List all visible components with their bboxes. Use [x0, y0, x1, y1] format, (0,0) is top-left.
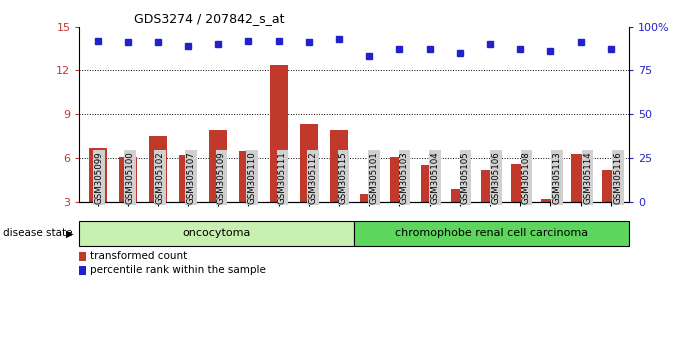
Text: chromophobe renal cell carcinoma: chromophobe renal cell carcinoma: [395, 228, 588, 238]
Bar: [269, 64, 287, 246]
Text: GSM305116: GSM305116: [614, 151, 623, 204]
Bar: [300, 124, 318, 246]
Bar: [149, 136, 167, 246]
Bar: [541, 199, 560, 246]
Text: GSM305112: GSM305112: [308, 151, 317, 204]
Text: GSM305103: GSM305103: [400, 151, 409, 204]
Bar: [119, 156, 137, 246]
Text: GSM305108: GSM305108: [522, 151, 531, 204]
Bar: [209, 130, 227, 246]
Bar: [79, 221, 354, 246]
Text: transformed count: transformed count: [91, 251, 188, 261]
Text: GDS3274 / 207842_s_at: GDS3274 / 207842_s_at: [134, 12, 285, 25]
Text: GSM305099: GSM305099: [95, 151, 104, 204]
Bar: [511, 164, 529, 246]
Bar: [360, 194, 378, 246]
Bar: [451, 189, 468, 246]
Text: GSM305115: GSM305115: [339, 151, 348, 204]
Text: GSM305114: GSM305114: [583, 151, 592, 204]
Bar: [79, 266, 86, 275]
Text: GSM305101: GSM305101: [370, 151, 379, 204]
Bar: [179, 155, 197, 246]
Text: oncocytoma: oncocytoma: [182, 228, 251, 238]
Text: percentile rank within the sample: percentile rank within the sample: [91, 266, 266, 275]
Bar: [354, 221, 629, 246]
Bar: [481, 170, 499, 246]
Bar: [240, 151, 258, 246]
Text: GSM305107: GSM305107: [187, 151, 196, 204]
Text: GSM305102: GSM305102: [155, 151, 164, 204]
Text: GSM305109: GSM305109: [217, 151, 226, 204]
Bar: [602, 170, 620, 246]
Text: GSM305105: GSM305105: [461, 151, 470, 204]
Bar: [390, 156, 408, 246]
Text: disease state: disease state: [3, 228, 73, 238]
Bar: [571, 154, 589, 246]
Bar: [421, 165, 439, 246]
Text: GSM305106: GSM305106: [491, 151, 500, 204]
Text: GSM305111: GSM305111: [278, 151, 287, 204]
Text: ▶: ▶: [66, 228, 74, 238]
Text: GSM305110: GSM305110: [247, 151, 256, 204]
Text: GSM305100: GSM305100: [125, 151, 134, 204]
Text: GSM305104: GSM305104: [430, 151, 439, 204]
Bar: [330, 130, 348, 246]
Bar: [79, 252, 86, 261]
Text: GSM305113: GSM305113: [553, 151, 562, 204]
Bar: [88, 148, 106, 246]
